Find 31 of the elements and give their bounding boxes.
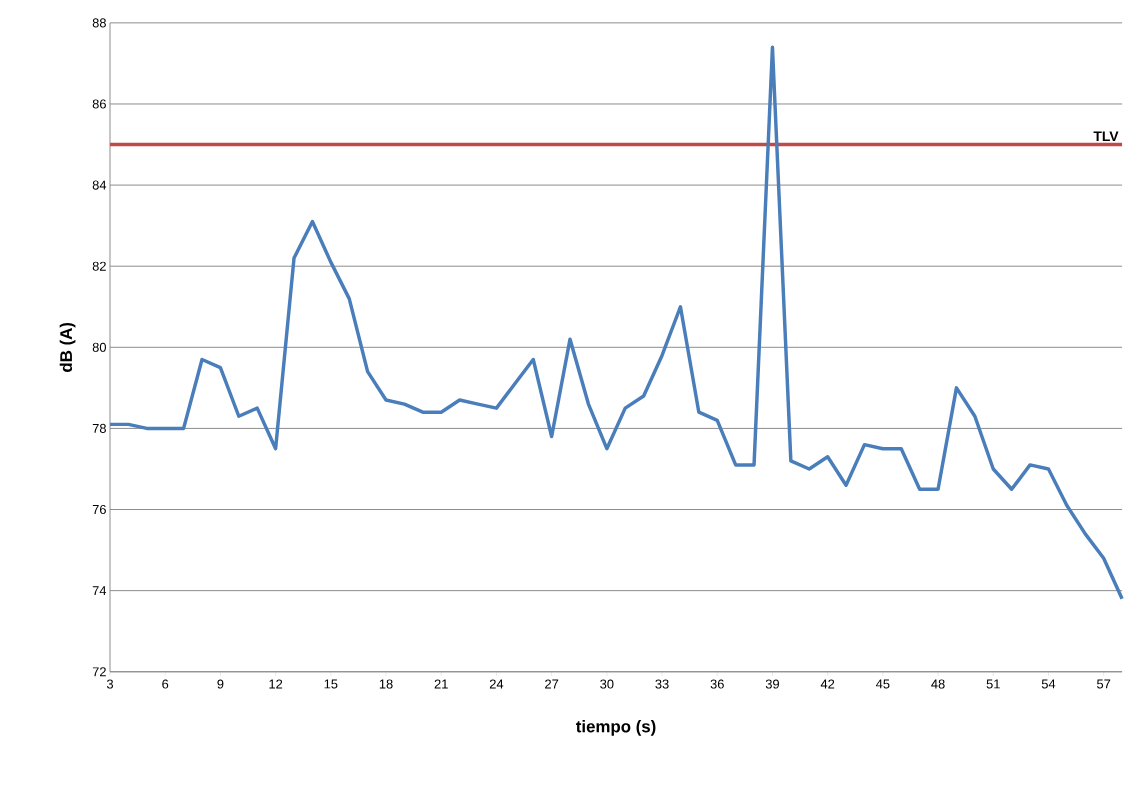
- x-tick-label: 15: [324, 679, 338, 689]
- x-tick-label: 45: [875, 679, 890, 689]
- y-tick-label: 78: [92, 423, 106, 433]
- y-axis-title: dB (A): [59, 322, 76, 372]
- y-tick-label: 76: [92, 504, 106, 515]
- y-tick-label: 72: [92, 667, 106, 677]
- x-tick-label: 57: [1097, 679, 1111, 689]
- x-tick-label: 36: [710, 679, 724, 689]
- x-tick-label: 12: [269, 679, 283, 689]
- x-tick-label: 39: [765, 679, 780, 689]
- y-tick-label: 86: [92, 99, 106, 109]
- x-tick-label: 6: [162, 679, 169, 689]
- x-tick-label: 42: [820, 679, 835, 689]
- x-tick-label: 51: [986, 679, 1000, 689]
- x-tick-label: 9: [217, 679, 224, 689]
- x-tick-label: 54: [1041, 679, 1056, 689]
- x-tick-label: 48: [931, 679, 945, 689]
- x-axis-title: tiempo (s): [575, 719, 656, 736]
- x-tick-label: 27: [545, 679, 559, 689]
- y-tick-label: 84: [92, 180, 107, 190]
- y-tick-label: 82: [92, 261, 106, 271]
- y-tick-label: 74: [92, 586, 107, 595]
- ref-line-label: TLV: [1093, 131, 1119, 141]
- y-tick-label: 80: [92, 342, 106, 352]
- x-tick-label: 30: [600, 679, 614, 689]
- x-tick-label: 18: [379, 679, 393, 689]
- x-tick-label: 3: [106, 679, 114, 689]
- x-tick-label: 21: [434, 679, 448, 689]
- x-tick-label: 24: [489, 679, 504, 689]
- y-tick-label: 88: [92, 18, 106, 28]
- x-tick-label: 33: [655, 679, 669, 689]
